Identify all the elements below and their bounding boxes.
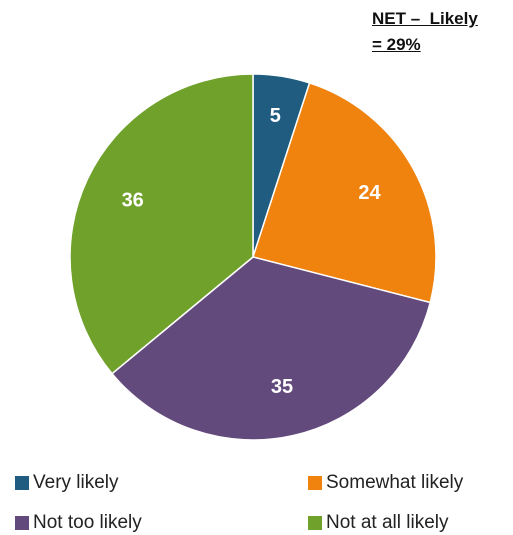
data-label-not-too-likely: 35 [271,376,293,398]
pie-slices [69,73,437,441]
legend-swatch-very-likely [15,476,29,490]
pie-chart: 5 24 35 36 [69,73,437,441]
data-label-very-likely: 5 [270,105,281,127]
legend-swatch-not-too-likely [15,516,29,530]
pie-data-labels: 5 24 35 36 [122,105,382,398]
legend-label-not-too-likely: Not too likely [33,512,142,533]
legend-swatch-not-at-all-likely [308,516,322,530]
legend-item-very-likely: Very likely [15,472,119,494]
legend-swatch-somewhat-likely [308,476,322,490]
net-likely-line-2: = 29% [372,35,421,54]
net-likely-note: NET – Likely = 29% [372,6,512,58]
pie-slice-not-at-all-likely [69,73,254,375]
legend-label-very-likely: Very likely [33,472,119,493]
legend-item-not-at-all-likely: Not at all likely [308,512,449,534]
legend-item-somewhat-likely: Somewhat likely [308,472,463,494]
legend-item-not-too-likely: Not too likely [15,512,142,534]
pie-slice-not-too-likely [110,256,432,441]
legend-label-not-at-all-likely: Not at all likely [326,512,449,533]
pie-slice-somewhat-likely [252,82,437,304]
data-label-somewhat-likely: 24 [358,182,381,204]
legend-label-somewhat-likely: Somewhat likely [326,472,464,493]
net-likely-line-1: NET – Likely [372,9,478,28]
data-label-not-at-all-likely: 36 [122,189,144,211]
